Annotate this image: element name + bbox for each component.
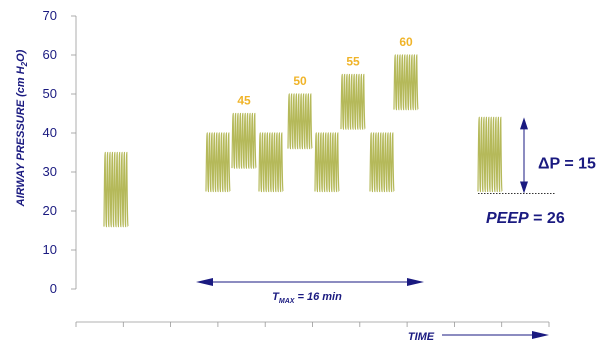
pressure-burst <box>314 132 340 193</box>
pressure-burst <box>340 73 366 130</box>
y-tick-label: 50 <box>43 86 57 101</box>
y-tick-label: 0 <box>50 281 57 296</box>
y-tick-label: 10 <box>43 242 57 257</box>
time-arrowhead <box>532 331 549 339</box>
tmax-arrowhead-left <box>196 278 213 286</box>
pressure-burst <box>287 93 313 150</box>
pressure-burst <box>393 54 419 111</box>
peep-label: PEEP = 26 <box>486 210 565 227</box>
delta-p-arrowhead-down <box>520 181 528 194</box>
pressure-bursts: 45 50 55 60 <box>103 35 503 228</box>
delta-p-arrowhead-up <box>520 117 528 130</box>
pressure-burst <box>258 132 284 193</box>
peak-pressure-label: 60 <box>399 35 413 49</box>
y-tick-label: 40 <box>43 125 57 140</box>
x-axis-label: TIME <box>408 331 435 343</box>
annotations: TMAX = 16 min ΔP = 15 PEEP = 26 <box>196 117 596 305</box>
pressure-burst <box>231 112 257 169</box>
y-tick-label: 60 <box>43 47 57 62</box>
x-axis <box>75 321 550 339</box>
y-axis: 0 10 20 30 40 50 60 70 <box>43 8 77 296</box>
peak-pressure-label: 45 <box>237 94 251 108</box>
tmax-label: TMAX = 16 min <box>272 291 342 305</box>
tmax-arrowhead-right <box>407 278 424 286</box>
pressure-burst <box>103 151 129 228</box>
y-tick-label: 20 <box>43 203 57 218</box>
y-tick-label: 30 <box>43 164 57 179</box>
pressure-burst <box>205 132 231 193</box>
peak-pressure-label: 55 <box>346 55 360 69</box>
peak-pressure-label: 50 <box>293 74 307 88</box>
pressure-burst <box>369 132 395 193</box>
delta-p-label: ΔP = 15 <box>538 155 596 172</box>
y-axis-label: AIRWAY PRESSURE (cm H2O) <box>15 49 29 207</box>
y-tick-label: 70 <box>43 8 57 23</box>
pressure-burst <box>477 116 503 193</box>
